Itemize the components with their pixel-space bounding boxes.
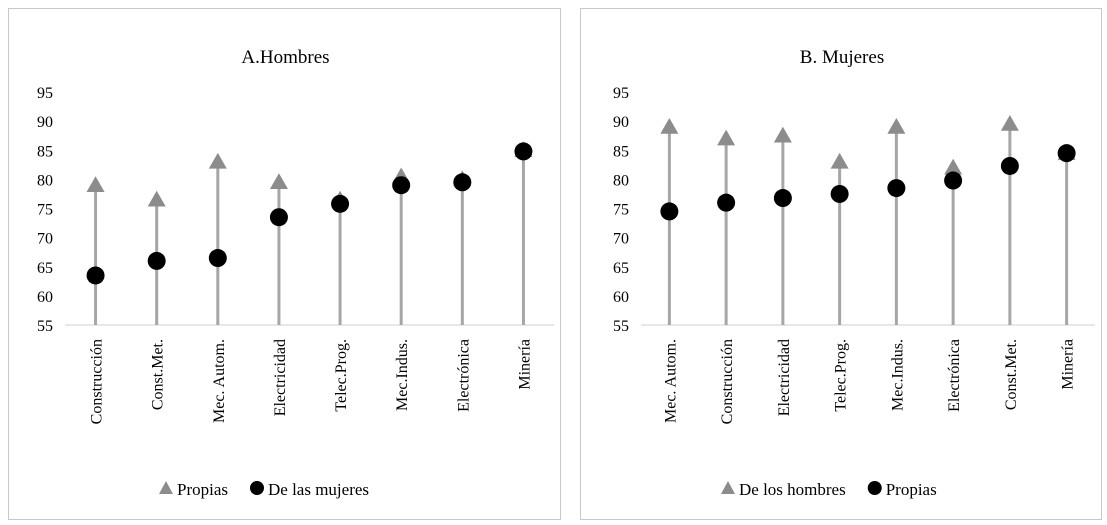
- category-label-telec-prog: Telec.Prog.: [333, 339, 350, 412]
- y-tick-label: 85: [613, 143, 629, 160]
- circle-marker: [773, 189, 792, 208]
- category-label-electricidad: Electricidad: [272, 339, 289, 416]
- legend-triangle-icon: [721, 481, 735, 494]
- chart-title: B. Mujeres: [800, 47, 884, 68]
- category-label-construccion: Construcción: [719, 339, 736, 424]
- category-label-const-met: Const.Met.: [150, 339, 167, 410]
- legend-circle-icon: [250, 481, 264, 495]
- legend-label: Propias: [177, 480, 228, 499]
- circle-marker: [830, 184, 849, 203]
- chart-svg: B. Mujeres 55 60 65 70 75 80 85 90 95 Mec. Autom. C…: [613, 47, 1095, 499]
- circle-marker: [453, 173, 472, 192]
- legend-triangle-icon: [159, 481, 173, 494]
- category-label-mec-autom: Mec. Autom.: [211, 339, 228, 423]
- y-tick-label: 65: [613, 260, 629, 277]
- circle-marker: [887, 179, 906, 198]
- triangle-marker: [944, 158, 963, 175]
- circle-marker: [392, 176, 411, 195]
- y-tick-label: 75: [613, 202, 629, 219]
- circle-marker: [944, 171, 963, 190]
- y-tick-label: 95: [37, 85, 53, 102]
- triangle-marker: [208, 152, 227, 169]
- circle-marker: [86, 266, 105, 285]
- category-label-mec-indus: Mec.Indus.: [889, 339, 906, 411]
- y-tick-label: 60: [37, 289, 53, 306]
- category-label-mineria: Minería: [1060, 339, 1077, 390]
- chart-panel-b: B. Mujeres 55 60 65 70 75 80 85 90 95 Mec. Autom. C…: [580, 8, 1102, 520]
- triangle-marker: [887, 117, 906, 134]
- category-label-telec-prog: Telec.Prog.: [833, 339, 850, 412]
- chart-svg: A.Hombres 55 60 65 70 75 80 85 90 95 Construcción C…: [37, 47, 554, 499]
- y-tick-label: 70: [37, 231, 53, 248]
- triangle-marker: [830, 152, 849, 169]
- circle-marker: [717, 193, 736, 212]
- triangle-marker: [269, 173, 288, 190]
- legend-circle-icon: [867, 481, 882, 495]
- circle-marker: [1057, 144, 1076, 163]
- triangle-marker: [660, 117, 679, 134]
- category-label-const-met: Const.Met.: [1003, 339, 1020, 410]
- y-tick-label: 90: [37, 114, 53, 131]
- chart-panel-a: A.Hombres 55 60 65 70 75 80 85 90 95 Construcción C…: [8, 8, 561, 520]
- y-tick-label: 70: [613, 231, 629, 248]
- y-tick-label: 80: [613, 172, 629, 189]
- chart-title: A.Hombres: [241, 47, 329, 68]
- triangle-marker: [86, 176, 105, 192]
- y-tick-label: 95: [613, 85, 629, 102]
- triangle-marker: [147, 190, 166, 207]
- legend-label: De las mujeres: [268, 480, 369, 499]
- y-tick-label: 85: [37, 143, 53, 160]
- y-tick-label: 90: [613, 114, 629, 131]
- y-tick-label: 80: [37, 172, 53, 189]
- triangle-marker: [1000, 115, 1019, 131]
- y-tick-label: 60: [613, 289, 629, 306]
- circle-marker: [147, 251, 166, 270]
- circle-marker: [514, 142, 533, 161]
- legend-label: De los hombres: [739, 480, 846, 499]
- circle-marker: [208, 249, 227, 268]
- circle-marker: [269, 208, 288, 227]
- category-label-electricidad: Electricidad: [776, 339, 793, 416]
- y-tick-label: 65: [37, 260, 53, 277]
- category-label-construccion: Construcción: [89, 339, 106, 424]
- legend-label: Propias: [886, 480, 937, 499]
- y-tick-label: 55: [37, 318, 53, 335]
- category-label-mineria: Minería: [516, 339, 533, 390]
- circle-marker: [331, 194, 350, 213]
- category-label-electronica: Electrónica: [455, 339, 472, 412]
- triangle-marker: [717, 129, 736, 146]
- triangle-marker: [773, 126, 792, 143]
- y-tick-label: 75: [37, 202, 53, 219]
- circle-marker: [1000, 156, 1019, 175]
- circle-marker: [660, 202, 679, 221]
- category-label-mec-autom: Mec. Autom.: [662, 339, 679, 423]
- category-label-electronica: Electrónica: [946, 339, 963, 412]
- y-tick-label: 55: [613, 318, 629, 335]
- category-label-mec-indus: Mec.Indus.: [394, 339, 411, 411]
